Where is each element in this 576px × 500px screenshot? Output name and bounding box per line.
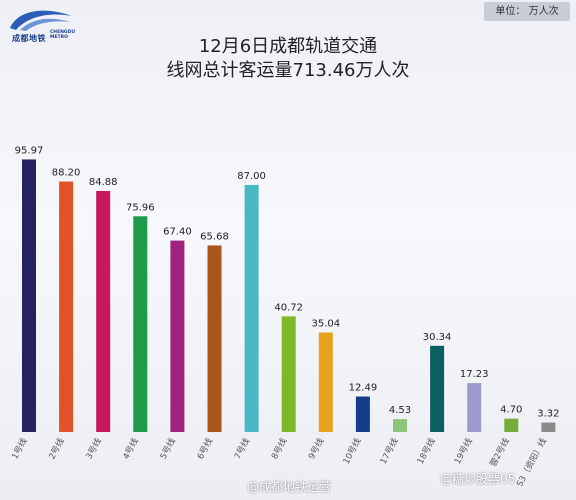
x-tick-label-7: 7号线 [232,436,252,461]
value-label-6: 65.68 [200,231,229,242]
x-tick-label-1: 1号线 [9,436,29,461]
watermark-left: @成都地铁运营 [247,480,332,494]
watermark-right: @糖炒股票05 [440,472,516,486]
x-tick-label-15: S3（资阳）线 [514,436,549,489]
x-tick-label-4: 4号线 [121,436,141,461]
chart-title-line1: 12月6日成都轨道交通 [198,36,378,57]
value-label-8: 40.72 [274,302,303,313]
bar-7 [244,184,259,432]
logo-english-text: CHENGDU METRO [50,30,75,40]
bar-12 [430,345,445,432]
x-tick-label-11: 17号线 [378,436,401,466]
chengdu-metro-logo: 成都地铁 CHENGDU METRO [6,4,80,43]
chart-title-line2: 线网总计客运量713.46万人次 [166,60,410,81]
value-label-7: 87.00 [237,171,266,182]
x-tick-label-8: 8号线 [269,436,289,461]
logo-chinese-text: 成都地铁 [12,34,46,43]
x-tick-label-9: 9号线 [306,436,326,461]
value-label-10: 12.49 [349,383,378,394]
x-tick-label-14: 蓉2号线 [488,436,512,469]
bar-14 [504,418,519,432]
value-label-12: 30.34 [423,332,452,343]
x-tick-label-2: 2号线 [47,436,67,461]
value-label-2: 88.20 [52,168,81,179]
bar-3 [96,190,111,432]
x-tick-label-3: 3号线 [84,436,104,461]
value-label-14: 4.70 [500,405,522,416]
value-label-13: 17.23 [460,369,489,380]
bar-8 [281,316,296,432]
bar-5 [170,240,185,432]
value-label-11: 4.53 [389,405,411,416]
value-label-3: 84.88 [89,177,118,188]
x-tick-label-10: 10号线 [341,436,364,466]
bar-1 [22,159,36,433]
unit-label: 单位： 万人次 [484,2,570,21]
bar-15 [541,422,556,432]
bar-13 [467,383,482,432]
x-tick-label-5: 5号线 [158,436,178,461]
x-tick-label-13: 19号线 [452,436,475,466]
bar-10 [355,396,370,432]
bar-6 [207,245,222,432]
value-label-9: 35.04 [311,318,340,329]
x-tick-label-12: 18号线 [415,436,438,466]
bar-9 [318,332,333,432]
value-label-4: 75.96 [126,202,155,213]
bar-4 [133,216,148,432]
x-tick-label-6: 6号线 [195,436,215,461]
value-label-1: 95.97 [15,145,44,156]
bar-11 [393,419,407,432]
value-label-5: 67.40 [163,227,192,238]
bar-2 [59,181,74,432]
value-label-15: 3.32 [537,409,559,420]
chengdu-metro-logo-icon [10,10,72,31]
